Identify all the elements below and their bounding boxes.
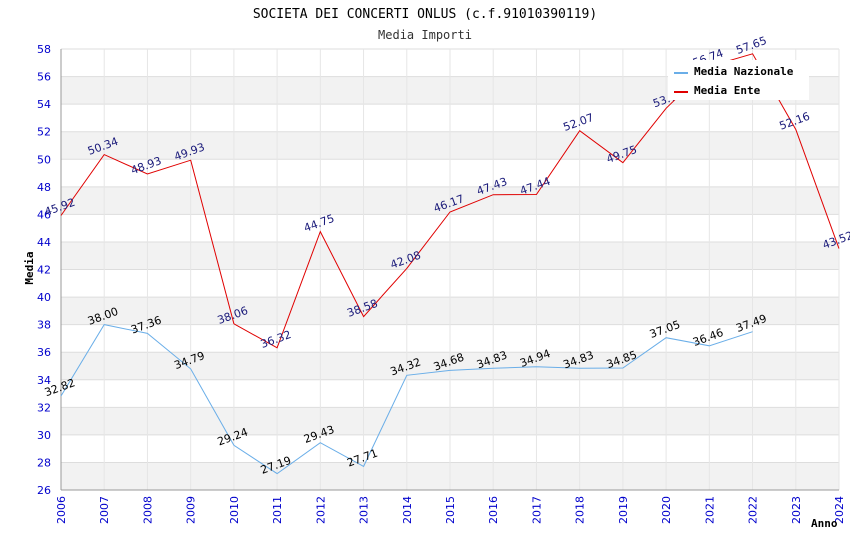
x-tick-label: 2007 [98, 496, 111, 524]
y-tick-label: 34 [37, 374, 51, 387]
axes [60, 49, 839, 491]
legend: Media Nazionale Media Ente [668, 60, 809, 100]
x-axis-label: Anno [811, 517, 838, 530]
y-axis-label: Media [23, 251, 36, 284]
x-tick-label: 2008 [141, 496, 154, 524]
y-tick-label: 28 [37, 456, 51, 469]
y-tick-label: 44 [37, 236, 51, 249]
x-tick-label: 2017 [530, 496, 543, 524]
y-tick-label: 52 [37, 126, 51, 139]
y-tick-label: 30 [37, 429, 51, 442]
legend-label-media-nazionale: Media Nazionale [694, 65, 794, 78]
x-tick-label: 2018 [574, 496, 587, 524]
x-tick-label: 2020 [660, 496, 673, 524]
x-tick-label: 2009 [185, 496, 198, 524]
y-tick-label: 48 [37, 181, 51, 194]
data-label-media-ente: 44.75 [302, 212, 336, 235]
x-tick-label: 2013 [358, 496, 371, 524]
y-tick-label: 42 [37, 264, 51, 277]
data-label-media-ente: 57.65 [734, 34, 768, 57]
y-tick-label: 26 [37, 484, 51, 497]
x-tick-label: 2023 [790, 496, 803, 524]
x-tick-label: 2024 [833, 496, 846, 524]
y-tick-label: 46 [37, 208, 51, 221]
x-tick-label: 2010 [228, 496, 241, 524]
data-label-media-ente: 52.07 [561, 111, 595, 134]
x-tick-label: 2016 [487, 496, 500, 524]
x-tick-label: 2015 [444, 496, 457, 524]
x-tick-label: 2006 [55, 496, 68, 524]
y-tick-label: 56 [37, 71, 51, 84]
y-tick-label: 32 [37, 401, 51, 414]
y-tick-labels: 26 28 30 32 34 36 38 40 42 44 46 48 50 52 54 56 58 [37, 43, 51, 497]
x-tick-label: 2012 [314, 496, 327, 524]
legend-box [668, 60, 809, 100]
y-tick-label: 58 [37, 43, 51, 56]
chart-title: SOCIETA DEI CONCERTI ONLUS (c.f.91010390… [253, 7, 597, 22]
y-tick-label: 38 [37, 319, 51, 332]
x-tick-label: 2014 [401, 496, 414, 524]
x-tick-label: 2021 [703, 496, 716, 524]
y-tick-label: 54 [37, 98, 51, 111]
chart-subtitle: Media Importi [378, 28, 472, 42]
legend-label-media-ente: Media Ente [694, 84, 761, 97]
data-label-media-ente: 52.16 [778, 110, 812, 133]
x-tick-label: 2011 [271, 496, 284, 524]
y-tick-label: 36 [37, 346, 51, 359]
x-tick-label: 2022 [747, 496, 760, 524]
series-line-media-nazionale [60, 324, 753, 475]
x-tick-label: 2019 [617, 496, 630, 524]
data-label-media-ente: 45.92 [43, 196, 77, 219]
y-tick-label: 40 [37, 291, 51, 304]
x-tick-labels: 2006 2007 2008 2009 2010 2011 2012 2013 2014 2015… [55, 496, 846, 524]
y-tick-label: 50 [37, 153, 51, 166]
